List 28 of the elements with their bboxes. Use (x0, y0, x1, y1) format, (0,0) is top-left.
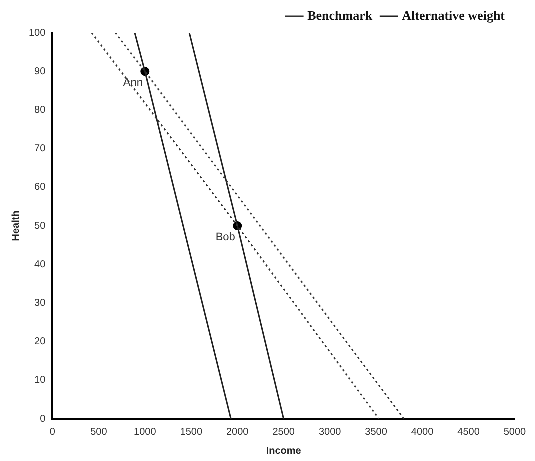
x-tick-label: 0 (50, 426, 56, 438)
legend-label: Alternative weight (402, 8, 506, 23)
x-tick-label: 1500 (180, 426, 203, 438)
y-tick-label: 40 (34, 259, 46, 270)
y-tick-label: 50 (34, 220, 46, 232)
x-tick-label: 1000 (134, 426, 157, 438)
annotation: Bob (216, 232, 236, 244)
y-tick-label: 30 (34, 298, 46, 309)
x-tick-label: 3500 (365, 426, 388, 438)
x-tick-label: 2000 (226, 426, 250, 438)
y-tick-label: 0 (40, 414, 46, 425)
x-axis-title: Income (266, 446, 302, 457)
y-tick-label: 10 (34, 375, 46, 386)
x-tick-label: 500 (90, 426, 108, 438)
y-tick-label: 100 (28, 28, 46, 39)
y-tick-label: 90 (34, 66, 46, 78)
y-tick-label: 70 (34, 144, 46, 155)
legend-label: Benchmark (308, 8, 374, 23)
y-tick-label: 60 (34, 182, 46, 194)
x-tick-label: 2500 (272, 426, 296, 438)
x-tick-label: 4000 (411, 426, 434, 438)
annotation: Ann (123, 77, 143, 90)
x-tick-label: 3000 (318, 426, 342, 438)
x-tick-label: 4500 (458, 426, 480, 438)
y-axis-title: Health (10, 210, 22, 242)
y-tick-label: 20 (34, 336, 46, 348)
x-tick-label: 5000 (504, 426, 527, 438)
y-tick-label: 80 (34, 104, 46, 116)
